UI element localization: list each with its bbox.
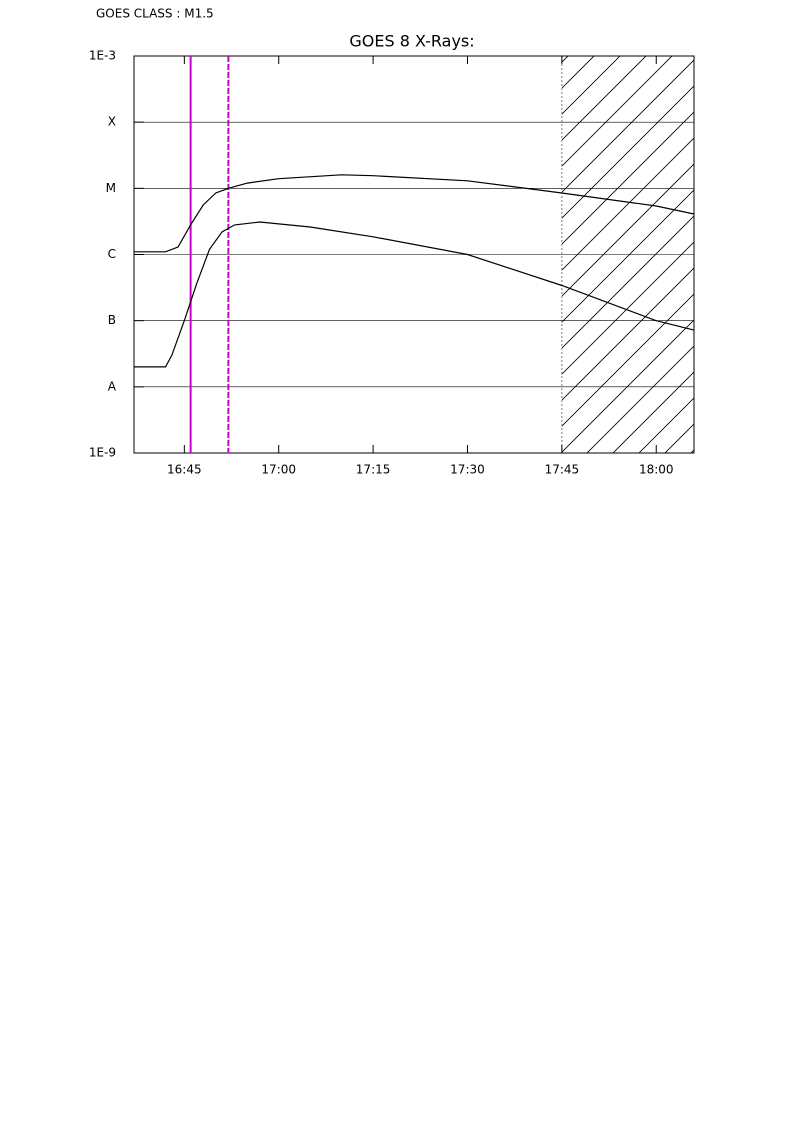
- x-tick-label: 17:00: [261, 463, 296, 477]
- chart-title: GOES 8 X-Rays:: [349, 32, 474, 51]
- y-tick-label: X: [108, 115, 116, 129]
- x-tick-label: 16:45: [167, 463, 202, 477]
- flux-line: [134, 174, 695, 253]
- y-tick-label: B: [108, 313, 116, 327]
- y-tick-label: 1E-3: [89, 49, 116, 63]
- x-tick-label: 17:30: [450, 463, 485, 477]
- y-tick-label: M: [106, 181, 116, 195]
- x-tick-label: 17:45: [545, 463, 580, 477]
- flux-line: [134, 221, 695, 368]
- goes-class: GOES CLASS : M1.5: [96, 7, 214, 21]
- y-tick-label: C: [108, 247, 116, 261]
- plot-frame: [133, 55, 695, 454]
- x-tick-label: 18:00: [639, 463, 674, 477]
- y-tick-label: 1E-9: [89, 446, 116, 460]
- x-tick-label: 17:15: [356, 463, 391, 477]
- y-tick-label: A: [108, 379, 117, 393]
